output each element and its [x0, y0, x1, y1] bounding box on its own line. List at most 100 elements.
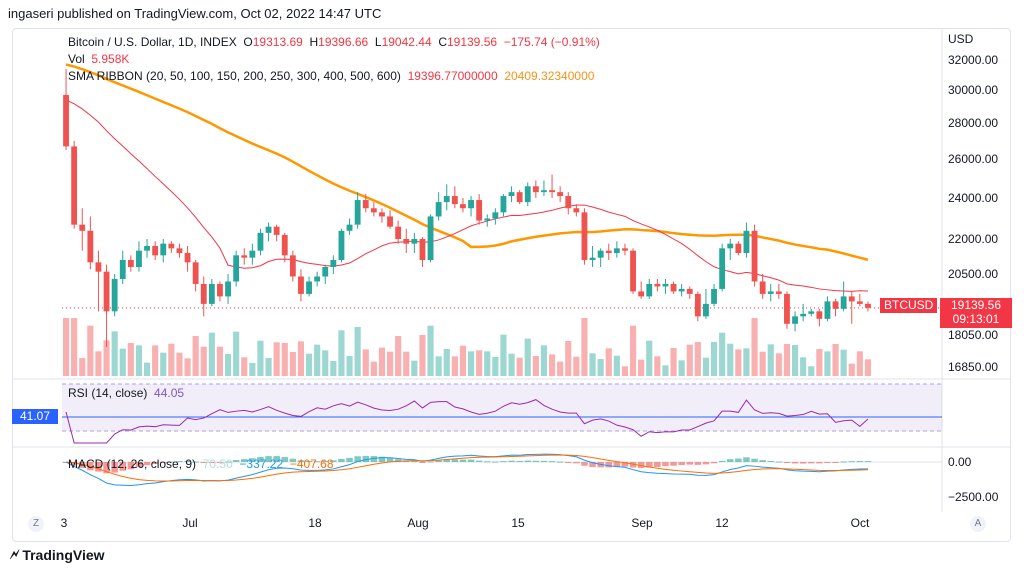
volume-legend-row: Vol 5.958K [68, 51, 600, 68]
volume-bar [208, 332, 215, 376]
volume-bar [476, 350, 483, 376]
zoom-button[interactable]: Z [28, 516, 44, 532]
candle-body [419, 239, 426, 260]
volume-bar [775, 353, 782, 376]
volume-bar [791, 345, 799, 376]
candle-body [184, 253, 191, 263]
volume-bar [605, 348, 612, 376]
volume-label[interactable]: Vol [68, 52, 85, 66]
candle-body [330, 260, 337, 267]
volume-bar [176, 352, 183, 376]
volume-bar [192, 336, 199, 376]
candle-body [241, 255, 248, 258]
macd-hist-bar [168, 461, 175, 463]
candle-body [573, 208, 580, 213]
volume-bar [678, 360, 685, 376]
volume-bar [62, 318, 70, 376]
auto-scale-button[interactable]: A [970, 516, 986, 532]
macd-hist-bar [232, 460, 240, 462]
volume-bar [808, 366, 815, 376]
macd-hist-bar [200, 462, 207, 463]
macd-hist-bar [208, 462, 216, 463]
macd-hist-bar [370, 456, 378, 462]
candle-body [379, 212, 385, 217]
macd-hist-bar [751, 458, 758, 462]
candle-body [362, 200, 369, 209]
macd-hist-bar [840, 461, 847, 463]
rsi-label[interactable]: RSI (14, close) [68, 386, 148, 400]
candle-body [233, 255, 240, 282]
macd-hist-bar [135, 462, 143, 468]
macd-hist-bar [192, 461, 199, 463]
volume-bar [87, 325, 94, 376]
time-tick-label: Aug [407, 516, 428, 530]
macd-hist-bar [249, 458, 256, 462]
candle-body [824, 301, 831, 319]
macd-hist-bar [540, 460, 548, 462]
macd-hist-bar [119, 462, 126, 471]
candle-body [500, 196, 507, 213]
sma-label[interactable]: SMA RIBBON (20, 50, 100, 150, 200, 250, … [68, 69, 401, 83]
low-label: L [374, 35, 382, 49]
candle-body [322, 267, 329, 277]
time-tick-label: Jul [182, 516, 197, 530]
volume-bar [702, 357, 710, 376]
volume-bar [184, 358, 191, 376]
macd-hist-bar [338, 458, 345, 462]
candle-body [589, 257, 596, 260]
volume-bar [573, 356, 580, 376]
volume-bar [330, 361, 337, 376]
volume-bar [152, 345, 159, 376]
candle-body [711, 288, 717, 304]
macd-hist-bar [241, 459, 248, 462]
candle-body [265, 226, 272, 233]
volume-bar [346, 356, 353, 376]
volume-bar [289, 352, 296, 376]
volume-bar [79, 358, 86, 376]
candle-body [670, 283, 677, 292]
macd-hist-bar [670, 462, 677, 466]
macd-hist-bar [419, 462, 426, 463]
candle-body [136, 250, 142, 267]
macd-hist-bar [516, 461, 523, 463]
volume-bar [411, 360, 418, 376]
candle-body [354, 200, 361, 225]
chart-legend: Bitcoin / U.S. Dollar, 1D, INDEX O19313.… [68, 34, 600, 85]
candle-body [111, 278, 118, 312]
symbol-title[interactable]: Bitcoin / U.S. Dollar, 1D, INDEX [68, 35, 237, 49]
macd-hist-bar [581, 462, 588, 466]
price-tick-label: 26000.00 [948, 152, 998, 166]
candle-body [451, 196, 458, 205]
candle-body [119, 260, 126, 279]
candle-body [784, 293, 790, 324]
candle-body [686, 288, 693, 294]
volume-bar [524, 338, 531, 376]
macd-hist-bar [573, 462, 580, 464]
sma-slow-line [65, 63, 869, 261]
candle-body [703, 303, 709, 317]
macd-hist-bar [524, 460, 531, 462]
candle-body [306, 281, 312, 294]
candle-body [613, 248, 620, 253]
tradingview-footer[interactable]: 🗲 TradingView [10, 546, 105, 563]
volume-bar [581, 318, 588, 376]
candle-body [435, 202, 442, 217]
candle-body [395, 226, 402, 239]
auto-scale-label: A [974, 518, 982, 529]
macd-hist-bar [718, 460, 726, 462]
chart-frame[interactable] [12, 28, 1011, 542]
high-value: 19396.66 [318, 35, 369, 49]
candle-body [597, 250, 604, 258]
macd-hist-bar [832, 462, 839, 463]
macd-hist-bar [216, 462, 224, 463]
volume-bar [135, 345, 143, 376]
volume-bar [751, 318, 758, 376]
price-tick-label: 24000.00 [948, 191, 998, 205]
volume-bar [160, 352, 167, 376]
macd-label[interactable]: MACD (12, 26, close, 9) [68, 457, 197, 471]
macd-hist-bar [654, 462, 661, 468]
open-value: 19313.69 [252, 35, 303, 49]
candle-body [95, 262, 102, 272]
macd-hist-bar [427, 461, 434, 463]
